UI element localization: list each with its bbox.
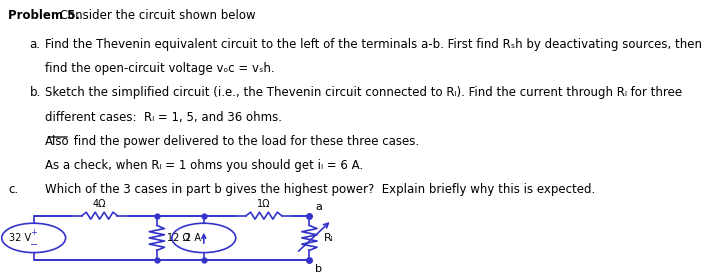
Text: Consider the circuit shown below: Consider the circuit shown below [56,9,256,22]
Text: b: b [315,264,322,274]
Text: Problem 5.: Problem 5. [9,9,81,22]
Text: Sketch the simplified circuit (i.e., the Thevenin circuit connected to Rₗ). Find: Sketch the simplified circuit (i.e., the… [46,86,682,99]
Text: Which of the 3 cases in part b gives the highest power?  Explain briefly why thi: Which of the 3 cases in part b gives the… [46,183,595,196]
Text: 2 A: 2 A [185,233,201,243]
Text: b.: b. [30,86,41,99]
Text: c.: c. [9,183,19,196]
Text: a: a [315,202,322,212]
Text: 1Ω: 1Ω [257,199,271,209]
Text: 12 Ω: 12 Ω [168,233,190,243]
Text: Find the Thevenin equivalent circuit to the left of the terminals a-b. First fin: Find the Thevenin equivalent circuit to … [46,38,702,51]
Text: 32 V: 32 V [9,233,30,243]
Text: find the open-circuit voltage vₒc = vₛh.: find the open-circuit voltage vₒc = vₛh. [46,62,275,75]
Text: +: + [30,227,37,237]
Text: different cases:  Rₗ = 1, 5, and 36 ohms.: different cases: Rₗ = 1, 5, and 36 ohms. [46,111,282,124]
Text: a.: a. [30,38,41,51]
Text: Also: Also [46,135,70,148]
Text: 4Ω: 4Ω [93,199,107,209]
Text: −: − [30,240,38,250]
Text: Rₗ: Rₗ [324,233,334,243]
Text: As a check, when Rₗ = 1 ohms you should get iₗ = 6 A.: As a check, when Rₗ = 1 ohms you should … [46,159,364,172]
Text: find the power delivered to the load for these three cases.: find the power delivered to the load for… [70,135,419,148]
